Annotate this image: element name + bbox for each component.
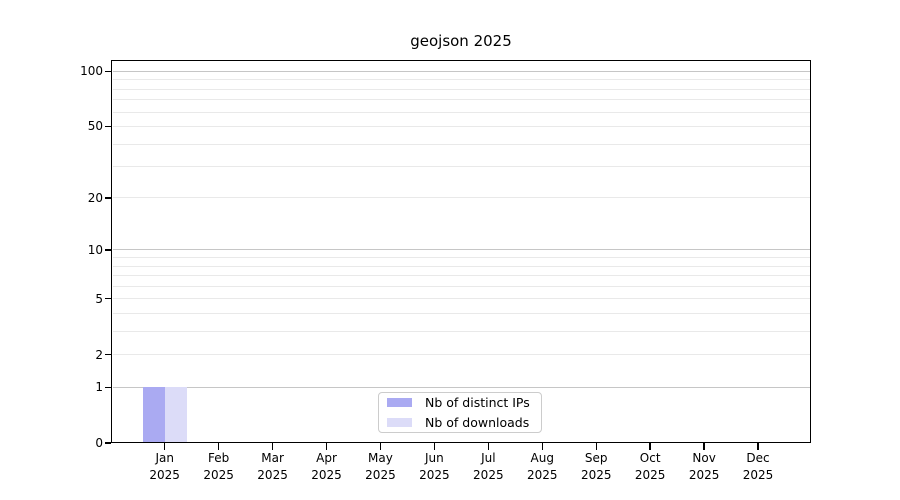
x-tick-label: Aug 2025 xyxy=(526,451,558,482)
gridline-minor xyxy=(113,330,810,332)
gridline-minor xyxy=(113,298,810,300)
gridline-minor xyxy=(113,354,810,356)
y-tick xyxy=(104,197,111,199)
x-tick xyxy=(703,443,705,450)
x-tick-label: Mar 2025 xyxy=(257,451,288,482)
gridline-minor xyxy=(113,99,810,101)
legend-label: Nb of distinct IPs xyxy=(425,395,530,410)
gridline-minor xyxy=(113,285,810,287)
x-tick-label: Apr 2025 xyxy=(311,451,342,482)
y-tick-label: 100 xyxy=(80,64,103,79)
gridline-minor xyxy=(113,257,810,259)
x-tick-label: Feb 2025 xyxy=(203,451,234,482)
gridline-major xyxy=(113,70,810,72)
gridline-major xyxy=(113,249,810,251)
plot-area xyxy=(111,60,811,443)
legend-swatch-distinct-ips xyxy=(387,398,412,407)
legend-item-downloads: Nb of downloads xyxy=(387,414,533,431)
x-tick xyxy=(757,443,759,450)
x-tick xyxy=(217,443,220,450)
y-tick xyxy=(104,298,111,300)
gridline-minor xyxy=(113,312,810,314)
x-tick-label: Nov 2025 xyxy=(688,451,720,482)
gridline-minor xyxy=(113,166,810,168)
x-tick xyxy=(164,443,166,450)
x-tick xyxy=(487,443,490,450)
x-tick-label: Sep 2025 xyxy=(580,451,612,482)
y-tick-label: 50 xyxy=(87,119,103,134)
gridline-minor xyxy=(113,111,810,113)
gridline-minor xyxy=(113,79,810,81)
legend-swatch-downloads xyxy=(387,418,412,427)
bar-downloads xyxy=(164,387,187,443)
y-tick xyxy=(104,353,111,356)
y-tick xyxy=(104,70,111,73)
gridline-minor xyxy=(113,143,810,145)
y-tick-label: 1 xyxy=(95,380,103,395)
x-tick-label: Oct 2025 xyxy=(634,451,666,482)
gridline-minor xyxy=(113,88,810,90)
x-tick xyxy=(271,443,274,450)
x-tick-label: Dec 2025 xyxy=(742,451,774,482)
y-tick xyxy=(104,125,111,128)
gridline-major xyxy=(113,386,810,388)
gridline-minor xyxy=(113,197,810,199)
y-tick xyxy=(104,249,111,251)
x-tick-label: May 2025 xyxy=(365,451,396,482)
bar-distinct-ips xyxy=(142,387,165,443)
gridline-minor xyxy=(113,265,810,267)
x-tick-label: Jul 2025 xyxy=(473,451,504,482)
y-tick xyxy=(104,386,111,388)
y-tick-label: 20 xyxy=(87,190,103,205)
x-tick-label: Jan 2025 xyxy=(149,451,180,482)
x-tick xyxy=(649,443,651,450)
y-tick-label: 2 xyxy=(95,347,103,362)
x-tick xyxy=(379,443,382,450)
x-tick xyxy=(433,443,436,450)
gridline-minor xyxy=(113,275,810,277)
legend: Nb of distinct IPs Nb of downloads xyxy=(378,392,542,433)
y-tick-label: 5 xyxy=(95,291,103,306)
x-tick xyxy=(541,443,543,450)
chart-title: geojson 2025 xyxy=(410,32,512,50)
x-tick xyxy=(595,443,597,450)
y-tick-label: 10 xyxy=(87,242,103,257)
x-tick-label: Jun 2025 xyxy=(419,451,450,482)
gridline-minor xyxy=(113,125,810,127)
y-tick-label: 0 xyxy=(95,436,103,450)
x-tick xyxy=(325,443,328,450)
legend-item-distinct-ips: Nb of distinct IPs xyxy=(387,394,533,411)
y-tick xyxy=(104,442,111,444)
legend-label: Nb of downloads xyxy=(425,415,530,430)
